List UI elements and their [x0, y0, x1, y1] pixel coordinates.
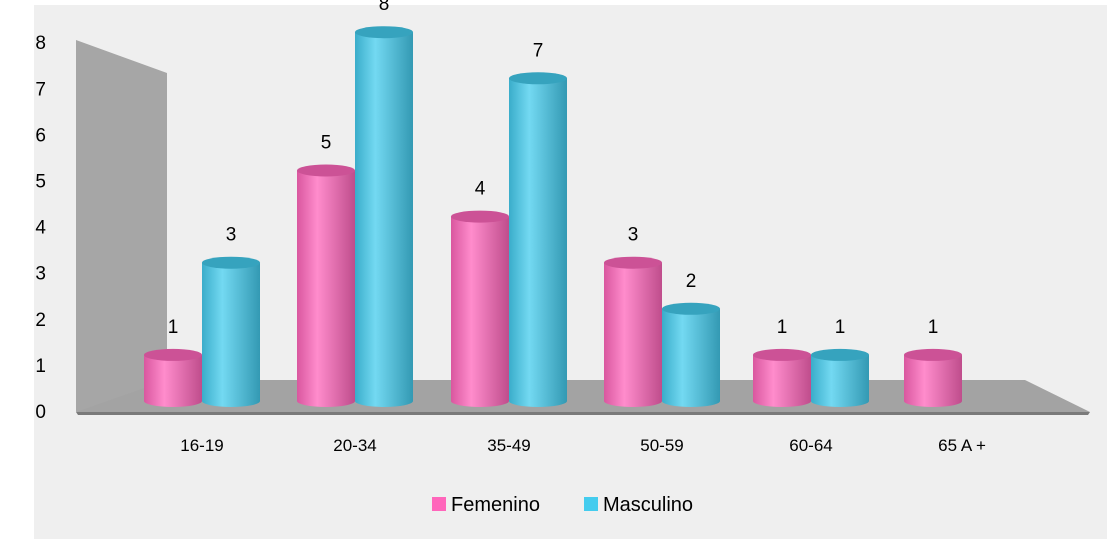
y-tick-label: 0: [35, 402, 46, 423]
bar-body: [811, 354, 869, 407]
data-label: 3: [628, 225, 639, 246]
bar: [904, 348, 962, 407]
data-label: 1: [835, 317, 846, 338]
bar-body: [297, 170, 355, 407]
x-tick-label: 50-59: [640, 436, 683, 455]
x-tick-label: 16-19: [180, 436, 223, 455]
data-label: 1: [928, 317, 939, 338]
bar: [297, 164, 355, 407]
bar-body: [451, 216, 509, 407]
bar-top: [662, 302, 720, 315]
bar: [144, 348, 202, 407]
legend-label: Femenino: [451, 494, 540, 516]
bar-top: [753, 348, 811, 361]
floor-edge: [76, 412, 1090, 415]
bar: [604, 256, 662, 407]
bar: [662, 302, 720, 407]
bar: [202, 256, 260, 407]
bar-body: [662, 308, 720, 407]
bar-top: [509, 72, 567, 85]
legend-swatch: [584, 497, 598, 511]
bar-body: [144, 354, 202, 407]
y-tick-label: 1: [35, 356, 46, 377]
bar-body: [904, 354, 962, 407]
data-label: 1: [777, 317, 788, 338]
y-tick-label: 2: [35, 310, 46, 331]
x-tick-label: 35-49: [487, 436, 530, 455]
bar-body: [202, 262, 260, 407]
bar-top: [811, 348, 869, 361]
data-label: 7: [533, 40, 544, 61]
y-tick-label: 4: [35, 218, 46, 239]
y-tick-label: 8: [35, 33, 46, 54]
y-tick-label: 6: [35, 125, 46, 146]
data-label: 8: [379, 0, 390, 15]
bar-top: [904, 348, 962, 361]
x-tick-label: 65 A +: [938, 436, 986, 455]
bar-top: [604, 256, 662, 269]
bar-body: [604, 262, 662, 407]
legend-label: Masculino: [603, 494, 693, 516]
bar-top: [451, 210, 509, 223]
bar-top: [144, 348, 202, 361]
data-label: 4: [475, 179, 486, 200]
legend-swatch: [432, 497, 446, 511]
data-label: 2: [686, 271, 697, 292]
data-label: 1: [168, 317, 179, 338]
back-wall: [76, 40, 167, 412]
y-tick-label: 7: [35, 79, 46, 100]
bar-top: [355, 26, 413, 39]
bar-top: [297, 164, 355, 177]
bar-top: [202, 256, 260, 269]
data-label: 3: [226, 225, 237, 246]
bar: [753, 348, 811, 407]
x-tick-label: 20-34: [333, 436, 376, 455]
bar: [509, 72, 567, 408]
bar: [811, 348, 869, 407]
bar: [451, 210, 509, 407]
bar-body: [753, 354, 811, 407]
y-tick-label: 5: [35, 172, 46, 193]
x-tick-label: 60-64: [789, 436, 832, 455]
bar: [355, 26, 413, 407]
y-tick-label: 3: [35, 264, 46, 285]
bar-body: [509, 78, 567, 408]
data-label: 5: [321, 133, 332, 154]
bar-body: [355, 32, 413, 407]
